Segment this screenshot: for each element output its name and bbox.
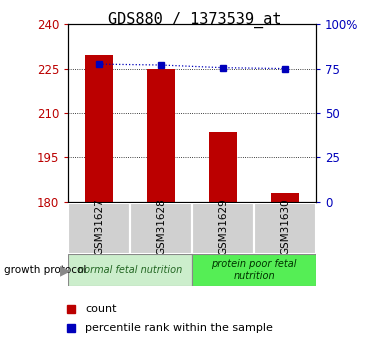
- Bar: [192, 203, 254, 254]
- Bar: [254, 203, 316, 254]
- Text: GDS880 / 1373539_at: GDS880 / 1373539_at: [108, 12, 282, 28]
- Text: ▶: ▶: [60, 263, 71, 277]
- Bar: [130, 203, 192, 254]
- Bar: [85, 55, 113, 202]
- Bar: [147, 69, 175, 202]
- Text: protein poor fetal
nutrition: protein poor fetal nutrition: [211, 259, 297, 281]
- Bar: [68, 203, 130, 254]
- Bar: [271, 193, 299, 202]
- Bar: [68, 254, 192, 286]
- Text: normal fetal nutrition: normal fetal nutrition: [78, 265, 182, 275]
- Text: count: count: [85, 304, 117, 314]
- Text: GSM31627: GSM31627: [94, 199, 104, 255]
- Text: GSM31629: GSM31629: [218, 199, 228, 255]
- Text: GSM31630: GSM31630: [280, 199, 290, 255]
- Text: GSM31628: GSM31628: [156, 199, 166, 255]
- Bar: [192, 254, 316, 286]
- Bar: [209, 132, 237, 202]
- Text: percentile rank within the sample: percentile rank within the sample: [85, 323, 273, 333]
- Text: growth protocol: growth protocol: [4, 265, 86, 275]
